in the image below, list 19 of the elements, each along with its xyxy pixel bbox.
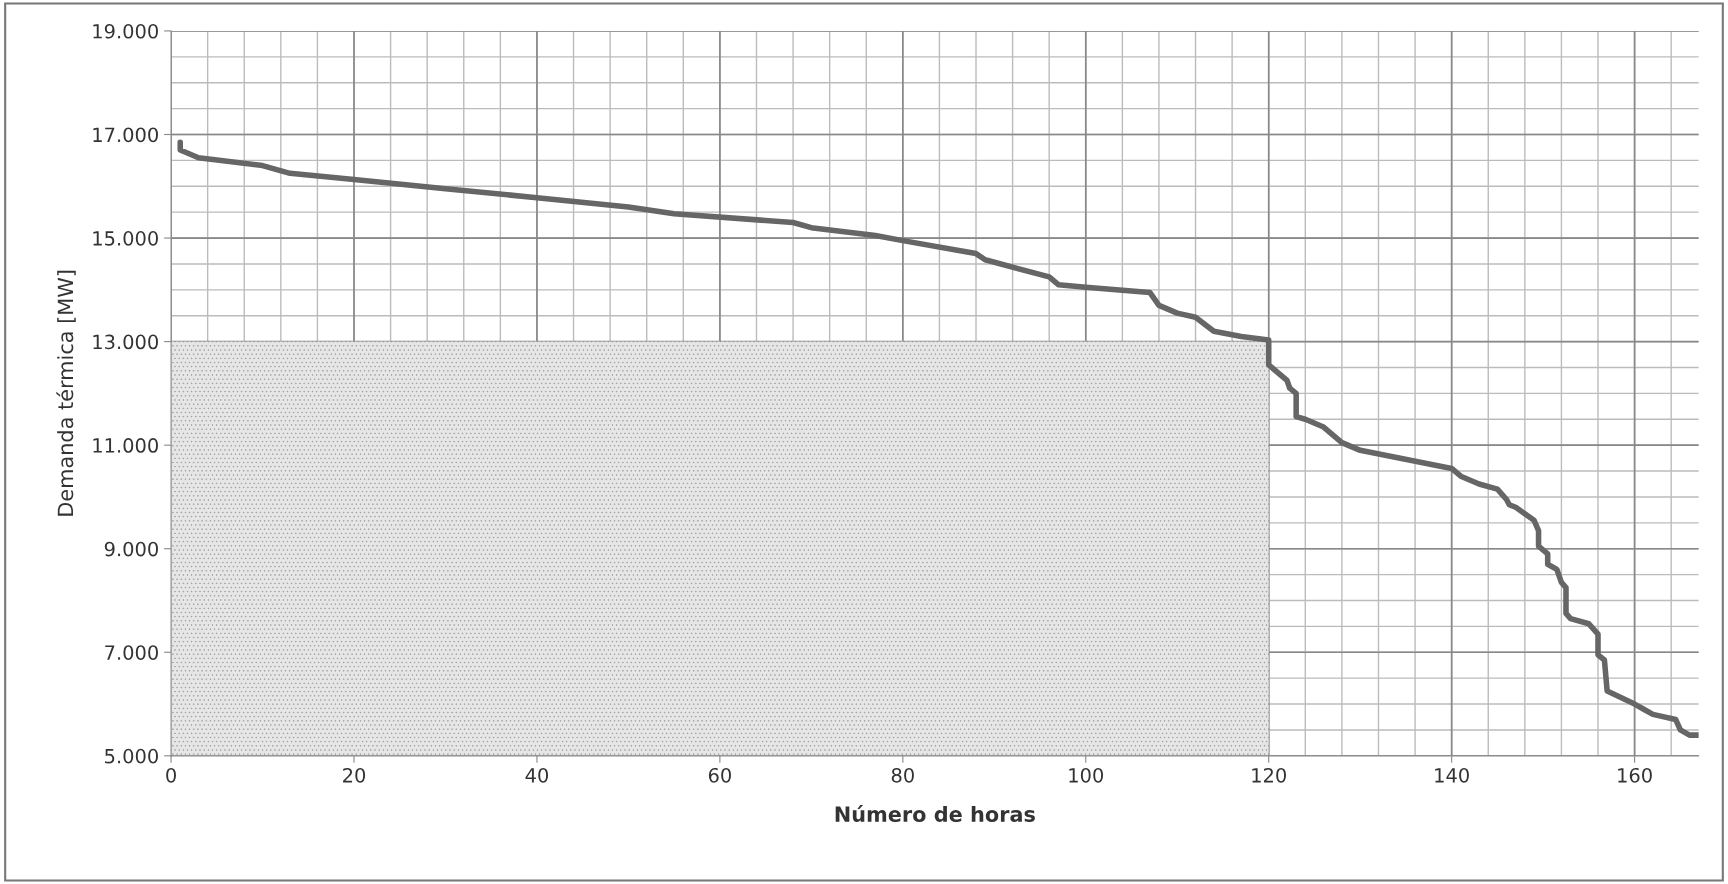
x-tick-label: 120 xyxy=(1252,767,1286,783)
x-tick-label: 0 xyxy=(166,767,176,783)
y-tick-label: 5.000 xyxy=(105,748,158,764)
x-tick-label: 140 xyxy=(1435,767,1469,783)
x-tick-label: 80 xyxy=(891,767,914,783)
x-tick-label: 160 xyxy=(1618,767,1652,783)
x-axis-title: Número de horas xyxy=(835,805,1035,823)
y-tick-label: 17.000 xyxy=(93,127,158,143)
y-tick-label: 9.000 xyxy=(104,541,158,557)
y-tick-label: 7.000 xyxy=(105,645,158,660)
x-tick-label: 100 xyxy=(1069,767,1104,783)
x-tick-label: 60 xyxy=(708,767,731,783)
y-axis-title: Demanda térmica [MW] xyxy=(56,270,76,516)
y-tick-label: 13.000 xyxy=(93,334,158,350)
y-tick-label: 11.000 xyxy=(93,438,158,453)
y-tick-label: 19.000 xyxy=(93,23,158,39)
y-tick-label: 15.000 xyxy=(93,231,158,246)
x-tick-label: 40 xyxy=(525,767,549,783)
x-tick-label: 20 xyxy=(343,767,366,783)
